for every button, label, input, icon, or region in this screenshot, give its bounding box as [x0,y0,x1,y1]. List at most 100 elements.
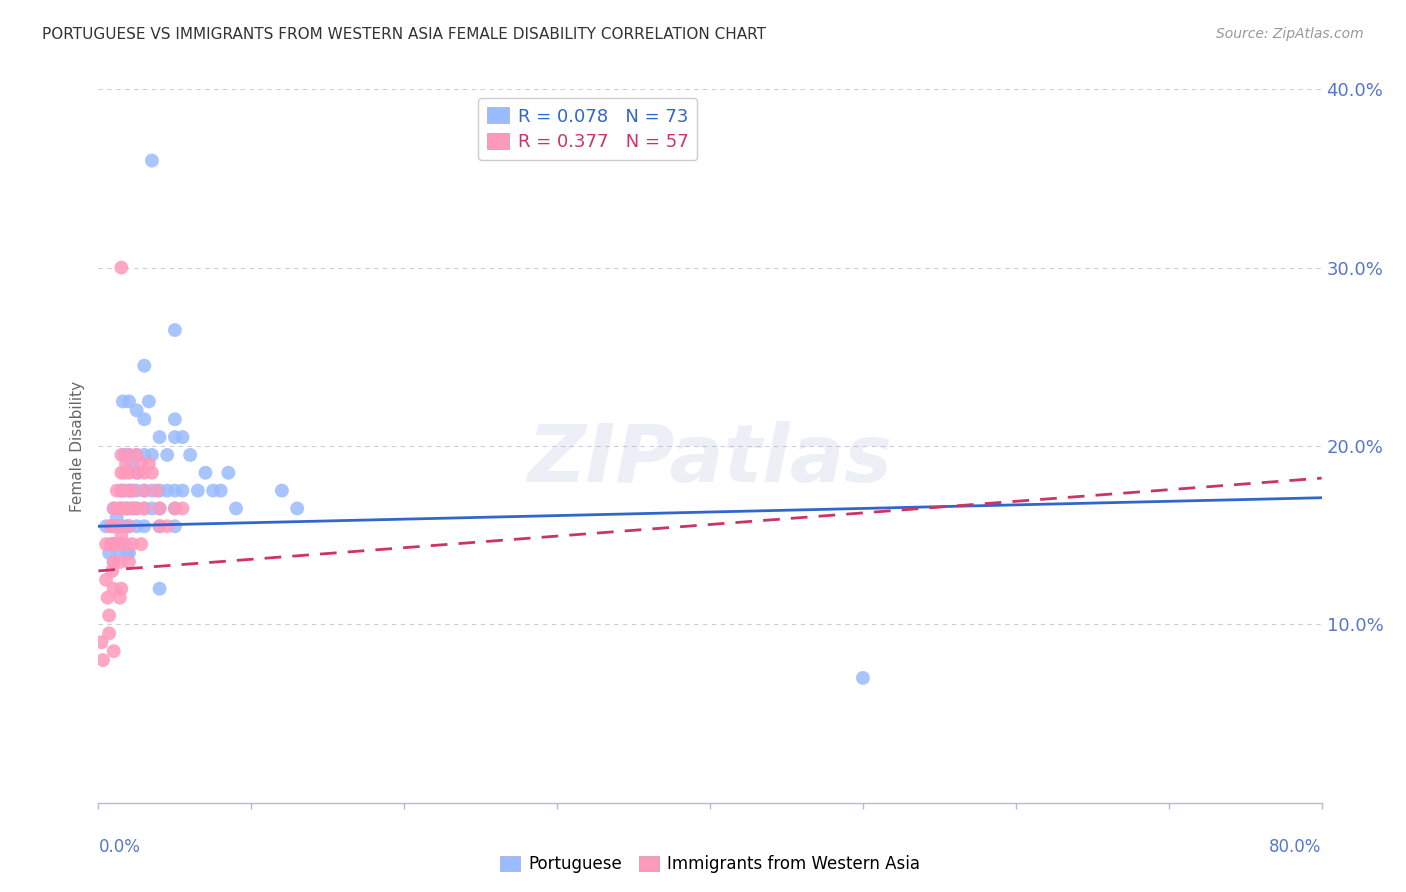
Point [118,555,141,569]
Point [172,483,194,498]
Point [112,466,135,480]
Point [121,457,143,471]
Point [118,546,141,560]
Point [138,394,160,409]
Point [108,537,131,551]
Point [134,448,156,462]
Point [121,537,143,551]
Point [117,546,139,560]
Point [115,501,138,516]
Point [100,519,122,533]
Point [103,555,125,569]
Text: Source: ZipAtlas.com: Source: ZipAtlas.com [1216,27,1364,41]
Point [112,448,135,462]
Point [107,519,129,533]
Point [97,591,120,605]
Point [118,501,141,516]
Point [149,501,172,516]
Point [115,457,138,471]
Point [125,519,148,533]
Text: ZIPatlas: ZIPatlas [527,421,893,500]
Point [125,466,148,480]
Point [103,519,125,533]
Point [110,537,132,551]
Point [103,501,125,516]
Point [149,430,172,444]
Point [105,537,128,551]
Point [134,359,156,373]
Point [852,671,875,685]
Point [101,537,124,551]
Point [100,519,122,533]
Point [145,483,167,498]
Point [134,501,156,516]
Point [118,448,141,462]
Point [129,537,152,551]
Point [121,501,143,516]
Point [118,519,141,533]
Point [105,510,128,524]
Point [129,457,152,471]
Point [122,501,145,516]
Point [125,501,148,516]
Point [163,501,186,516]
Point [101,564,124,578]
Point [125,448,148,462]
Point [111,394,134,409]
Point [121,483,143,498]
Point [118,483,141,498]
Point [91,653,114,667]
Point [225,501,247,516]
Point [141,448,163,462]
Point [134,483,156,498]
Point [110,448,132,462]
Point [163,501,186,516]
Point [107,519,129,533]
Point [163,412,186,426]
Point [163,430,186,444]
Point [156,483,179,498]
Point [98,546,121,560]
Point [134,501,156,516]
Point [110,501,132,516]
Point [118,519,141,533]
Point [94,573,117,587]
Point [209,483,232,498]
Y-axis label: Female Disability: Female Disability [70,380,86,512]
Point [107,501,129,516]
Point [149,519,172,533]
Point [118,448,141,462]
Point [103,644,125,658]
Point [110,582,132,596]
Point [118,394,141,409]
Point [118,483,141,498]
Point [179,448,201,462]
Point [110,483,132,498]
Point [187,483,209,498]
Point [156,519,179,533]
Point [108,546,131,560]
Point [94,519,117,533]
Point [149,501,172,516]
Point [125,448,148,462]
Point [141,483,163,498]
Point [90,635,112,649]
Point [118,466,141,480]
Point [194,466,217,480]
Point [125,483,148,498]
Point [112,483,135,498]
Point [110,260,132,275]
Point [108,555,131,569]
Point [98,608,121,623]
Point [149,519,172,533]
Point [103,501,125,516]
Point [202,483,225,498]
Point [138,457,160,471]
Point [141,153,163,168]
Point [172,430,194,444]
Point [163,519,186,533]
Point [149,483,172,498]
Point [98,626,121,640]
Point [115,519,138,533]
Point [121,483,143,498]
